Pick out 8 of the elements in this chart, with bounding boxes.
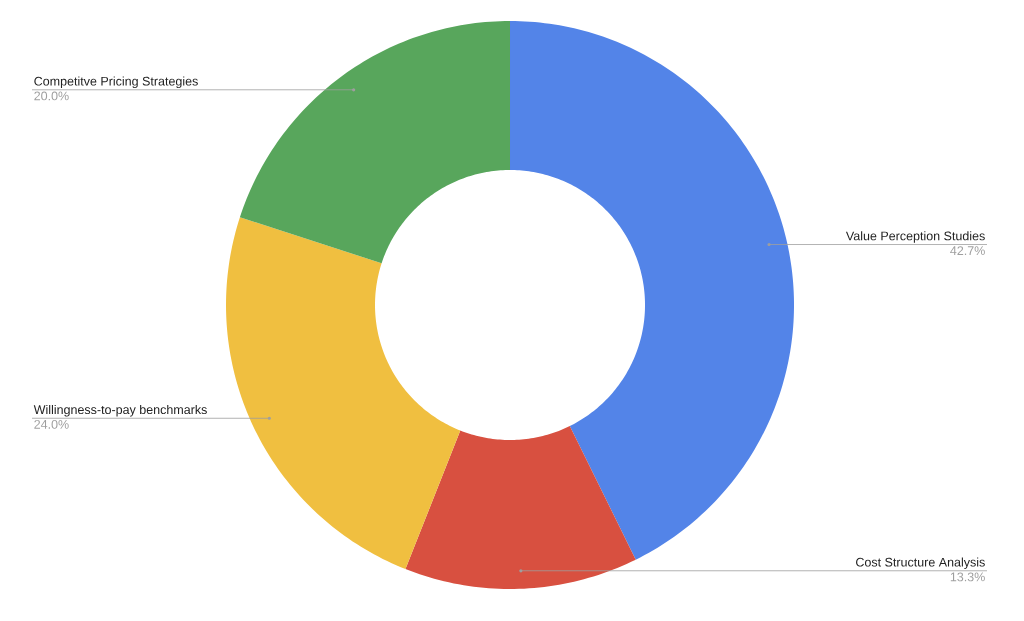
slice-label: Competitve Pricing Strategies [34, 76, 198, 89]
data-label: 24.0% [34, 419, 69, 429]
slice-label: Willingness-to-pay benchmarks [33, 404, 207, 417]
slice-label: Cost Structure Analysis [856, 557, 985, 570]
slice-label: Value Perception Studies [845, 231, 985, 243]
data-label: 42.7% [950, 246, 985, 256]
data-label: 20.0% [34, 91, 69, 101]
data-label: 13.3% [950, 572, 985, 582]
